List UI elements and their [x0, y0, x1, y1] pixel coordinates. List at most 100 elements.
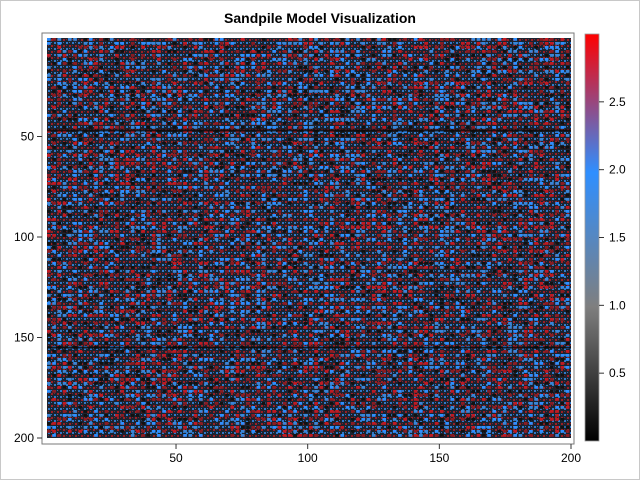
heatmap-cell — [178, 194, 182, 197]
heatmap-cell — [57, 78, 62, 81]
heatmap-cell — [219, 186, 224, 189]
heatmap-cell — [413, 358, 418, 361]
heatmap-cell — [172, 66, 177, 69]
heatmap-cell — [52, 182, 56, 185]
heatmap-cell — [356, 334, 360, 337]
heatmap-cell — [151, 70, 156, 73]
heatmap-cell — [57, 334, 62, 337]
heatmap-cell — [256, 398, 261, 401]
heatmap-cell — [167, 382, 172, 385]
heatmap-cell — [466, 310, 470, 313]
heatmap-cell — [267, 174, 271, 177]
heatmap-cell — [204, 290, 208, 293]
heatmap-cell — [424, 82, 428, 85]
heatmap-cell — [52, 158, 56, 161]
heatmap-cell — [214, 330, 219, 333]
heatmap-cell — [539, 198, 544, 201]
heatmap-cell — [230, 242, 235, 245]
heatmap-cell — [47, 98, 51, 101]
heatmap-cell — [188, 202, 193, 205]
heatmap-cell — [345, 230, 350, 233]
heatmap-cell — [314, 138, 318, 141]
heatmap-cell — [434, 182, 439, 185]
heatmap-cell — [555, 382, 559, 385]
heatmap-cell — [225, 42, 229, 45]
heatmap-cell — [445, 190, 449, 193]
heatmap-cell — [73, 242, 77, 245]
heatmap-cell — [188, 242, 193, 245]
heatmap-cell — [518, 354, 523, 357]
heatmap-cell — [476, 282, 481, 285]
heatmap-cell — [178, 258, 182, 261]
heatmap-cell — [261, 198, 266, 201]
heatmap-cell — [466, 238, 470, 241]
heatmap-cell — [403, 206, 407, 209]
heatmap-cell — [481, 162, 486, 165]
heatmap-cell — [455, 82, 460, 85]
heatmap-cell — [246, 290, 250, 293]
heatmap-cell — [83, 46, 88, 49]
heatmap-cell — [57, 154, 62, 157]
heatmap-cell — [303, 90, 308, 93]
heatmap-cell — [413, 278, 418, 281]
heatmap-cell — [246, 266, 250, 269]
heatmap-cell — [157, 102, 161, 105]
heatmap-cell — [209, 230, 214, 233]
heatmap-cell — [235, 74, 240, 77]
heatmap-cell — [518, 214, 523, 217]
heatmap-cell — [109, 94, 114, 97]
heatmap-cell — [387, 54, 392, 57]
heatmap-cell — [272, 122, 276, 125]
heatmap-cell — [157, 362, 161, 365]
heatmap-cell — [335, 258, 339, 261]
heatmap-cell — [99, 202, 104, 205]
heatmap-cell — [256, 338, 261, 341]
heatmap-cell — [151, 102, 156, 105]
heatmap-cell — [62, 306, 67, 309]
heatmap-cell — [555, 126, 559, 129]
heatmap-cell — [209, 278, 214, 281]
heatmap-cell — [387, 126, 392, 129]
heatmap-cell — [319, 390, 324, 393]
heatmap-cell — [544, 114, 549, 117]
heatmap-cell — [319, 310, 324, 313]
heatmap-cell — [130, 278, 135, 281]
heatmap-cell — [455, 66, 460, 69]
heatmap-cell — [183, 126, 187, 129]
heatmap-cell — [539, 306, 544, 309]
heatmap-cell — [366, 182, 371, 185]
heatmap-cell — [88, 398, 93, 401]
heatmap-cell — [366, 314, 371, 317]
heatmap-cell — [204, 270, 208, 273]
heatmap-cell — [167, 78, 172, 81]
heatmap-cell — [298, 242, 303, 245]
heatmap-cell — [288, 302, 292, 305]
heatmap-cell — [387, 198, 392, 201]
heatmap-cell — [413, 258, 418, 261]
heatmap-cell — [398, 314, 402, 317]
heatmap-cell — [508, 350, 512, 353]
heatmap-cell — [471, 330, 476, 333]
heatmap-cell — [293, 314, 297, 317]
heatmap-cell — [246, 306, 250, 309]
heatmap-cell — [513, 134, 518, 137]
heatmap-cell — [335, 98, 339, 101]
heatmap-cell — [94, 306, 98, 309]
heatmap-cell — [151, 242, 156, 245]
heatmap-cell — [240, 262, 245, 265]
heatmap-cell — [529, 50, 533, 53]
heatmap-cell — [560, 286, 565, 289]
heatmap-cell — [481, 114, 486, 117]
heatmap-cell — [209, 186, 214, 189]
heatmap-cell — [62, 70, 67, 73]
heatmap-cell — [57, 290, 62, 293]
heatmap-cell — [47, 242, 51, 245]
heatmap-cell — [73, 138, 77, 141]
heatmap-cell — [356, 50, 360, 53]
heatmap-cell — [340, 238, 345, 241]
heatmap-cell — [151, 182, 156, 185]
heatmap-cell — [167, 90, 172, 93]
heatmap-cell — [508, 138, 512, 141]
heatmap-cell — [350, 70, 355, 73]
heatmap-cell — [398, 262, 402, 265]
